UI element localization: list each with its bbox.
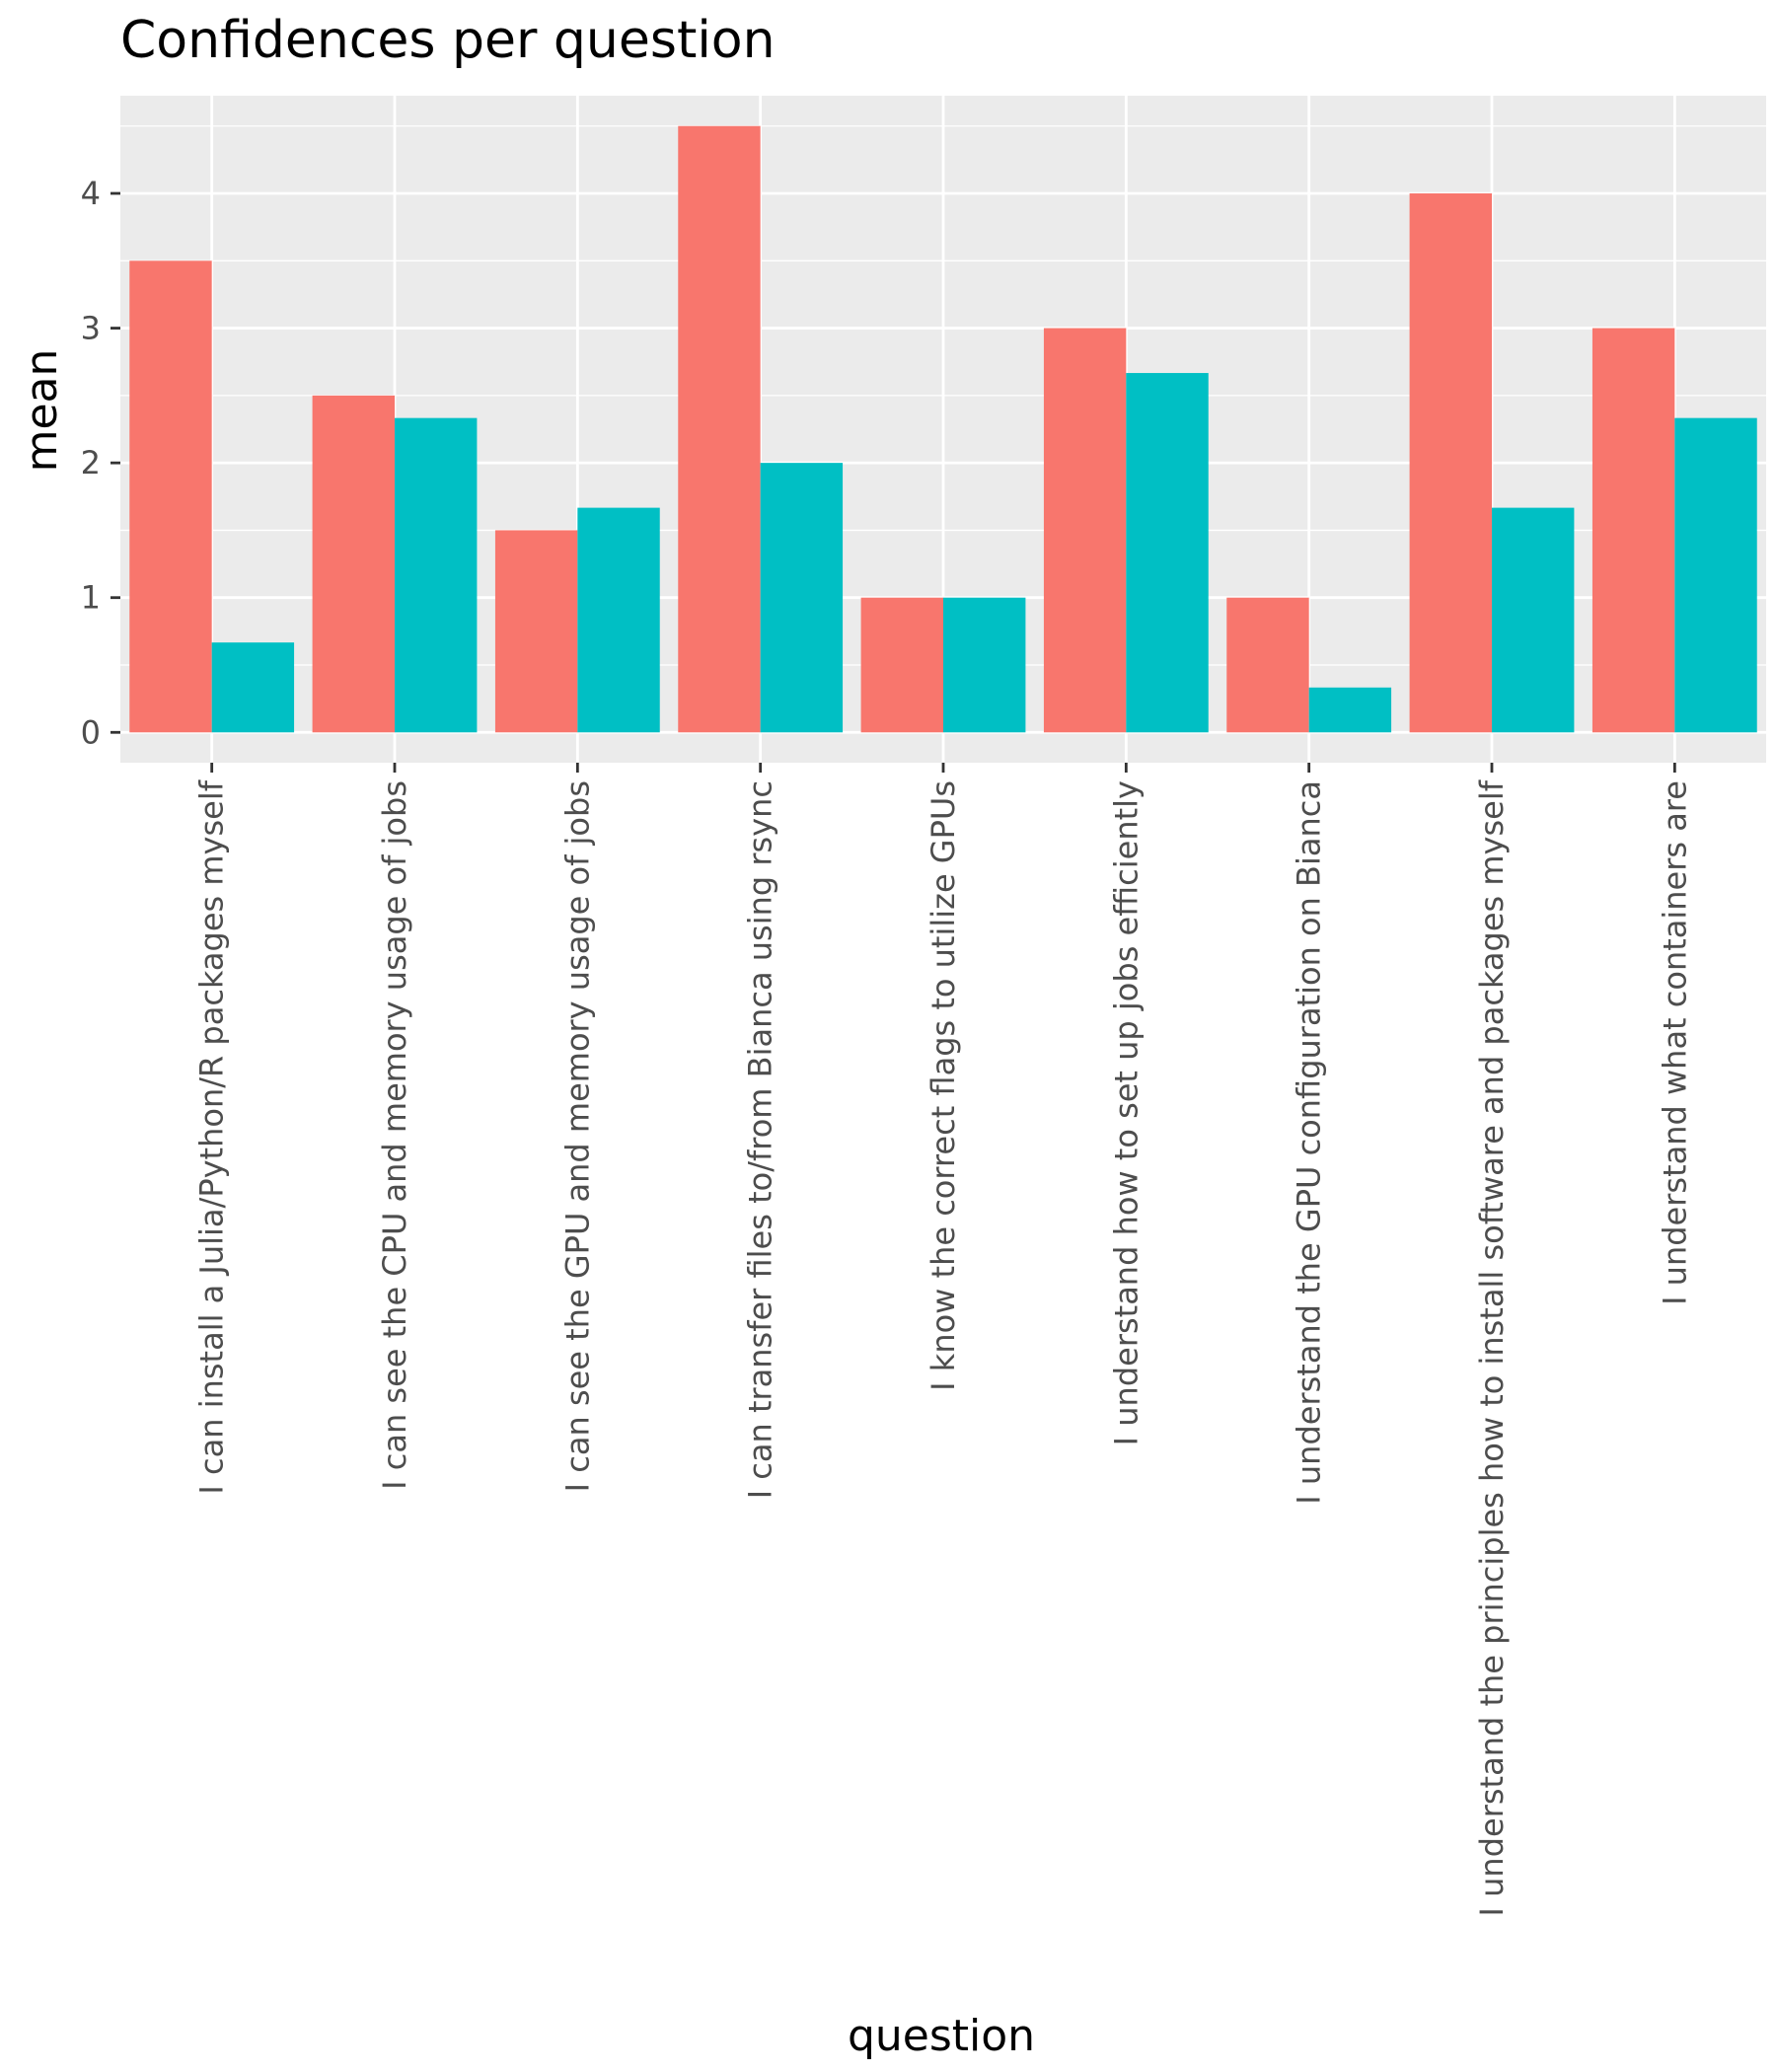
- y-tick-label: 0: [81, 713, 101, 751]
- bar-series-2-9: [1674, 417, 1757, 733]
- y-axis-title: mean: [17, 349, 67, 473]
- bar-series-1-3: [494, 530, 578, 733]
- y-tick-label: 2: [81, 444, 101, 481]
- bar-series-1-2: [312, 395, 395, 733]
- x-tick-label: I understand how to set up jobs efficien…: [1107, 780, 1145, 1445]
- x-tick-label: I can see the GPU and memory usage of jo…: [558, 780, 596, 1492]
- x-tick-label: I understand the GPU configuration on Bi…: [1291, 780, 1328, 1505]
- x-axis-title: question: [848, 2011, 1035, 2061]
- bar-series-1-4: [678, 125, 761, 733]
- bar-series-2-4: [760, 463, 844, 733]
- y-axis: 0 1 2 3 4: [81, 175, 120, 751]
- bar-series-2-5: [943, 597, 1026, 733]
- x-tick-label: I can transfer files to/from Bianca usin…: [742, 780, 779, 1499]
- x-tick-label: I understand the principles how to insta…: [1473, 779, 1511, 1916]
- bar-series-2-8: [1492, 507, 1575, 733]
- x-tick-label: I understand what containers are: [1656, 780, 1693, 1305]
- x-tick-label: I can see the CPU and memory usage of jo…: [376, 780, 413, 1490]
- chart-title: Confidences per question: [120, 11, 776, 70]
- bars: [129, 125, 1757, 733]
- x-axis: I can install a Julia/Python/R packages …: [193, 763, 1693, 1916]
- x-tick-label: I can install a Julia/Python/R packages …: [193, 779, 231, 1494]
- bar-series-2-3: [577, 507, 660, 733]
- bar-series-2-2: [395, 417, 478, 733]
- bar-series-2-6: [1126, 373, 1209, 733]
- bar-series-1-1: [129, 260, 212, 733]
- bar-series-1-8: [1409, 193, 1492, 733]
- x-tick-label: I know the correct flags to utilize GPUs: [925, 780, 962, 1391]
- bar-series-1-6: [1043, 328, 1127, 733]
- y-tick-label: 4: [81, 175, 101, 212]
- bar-series-2-1: [211, 642, 295, 733]
- bar-series-2-7: [1308, 687, 1392, 733]
- y-tick-label: 1: [81, 579, 101, 617]
- bar-series-1-9: [1591, 328, 1675, 733]
- y-tick-label: 3: [81, 310, 101, 347]
- bar-series-1-7: [1226, 597, 1309, 733]
- bar-series-1-5: [860, 597, 943, 733]
